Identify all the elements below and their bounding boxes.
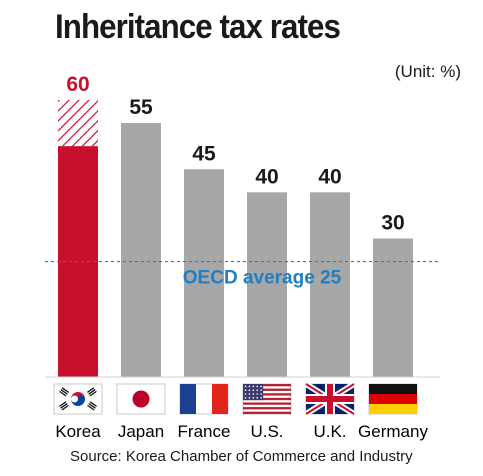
value-label-korea: 60 [66, 73, 89, 96]
category-label-france: France [178, 422, 231, 441]
bar-japan [121, 123, 161, 377]
value-label-france: 45 [192, 142, 216, 165]
south-korea-flag-icon [53, 383, 103, 415]
source-note: Source: Korea Chamber of Commerce and In… [70, 448, 413, 465]
value-label-germany: 30 [381, 212, 404, 235]
value-label-japan: 55 [129, 96, 153, 119]
category-label-japan: Japan [118, 422, 164, 441]
bar-uk [310, 192, 350, 377]
value-label-uk: 40 [318, 165, 341, 188]
bar-germany [373, 238, 413, 377]
bar-france [184, 169, 224, 377]
category-label-uk: U.K. [313, 422, 346, 441]
category-label-korea: Korea [55, 422, 101, 441]
category-label-germany: Germany [358, 422, 428, 441]
value-label-us: 40 [255, 165, 278, 188]
bar-korea-hatched [58, 100, 98, 147]
unit-label: (Unit: %) [394, 62, 461, 81]
france-flag-icon [179, 383, 229, 415]
japan-flag-icon [116, 383, 166, 415]
category-label-us: U.S. [250, 422, 283, 441]
oecd-average-label: OECD average 25 [183, 268, 342, 289]
germany-flag-icon [368, 383, 418, 415]
usa-flag-icon [242, 383, 292, 415]
chart-title: Inheritance tax rates [55, 8, 341, 46]
uk-flag-icon [304, 381, 356, 417]
bar-us [247, 192, 287, 377]
